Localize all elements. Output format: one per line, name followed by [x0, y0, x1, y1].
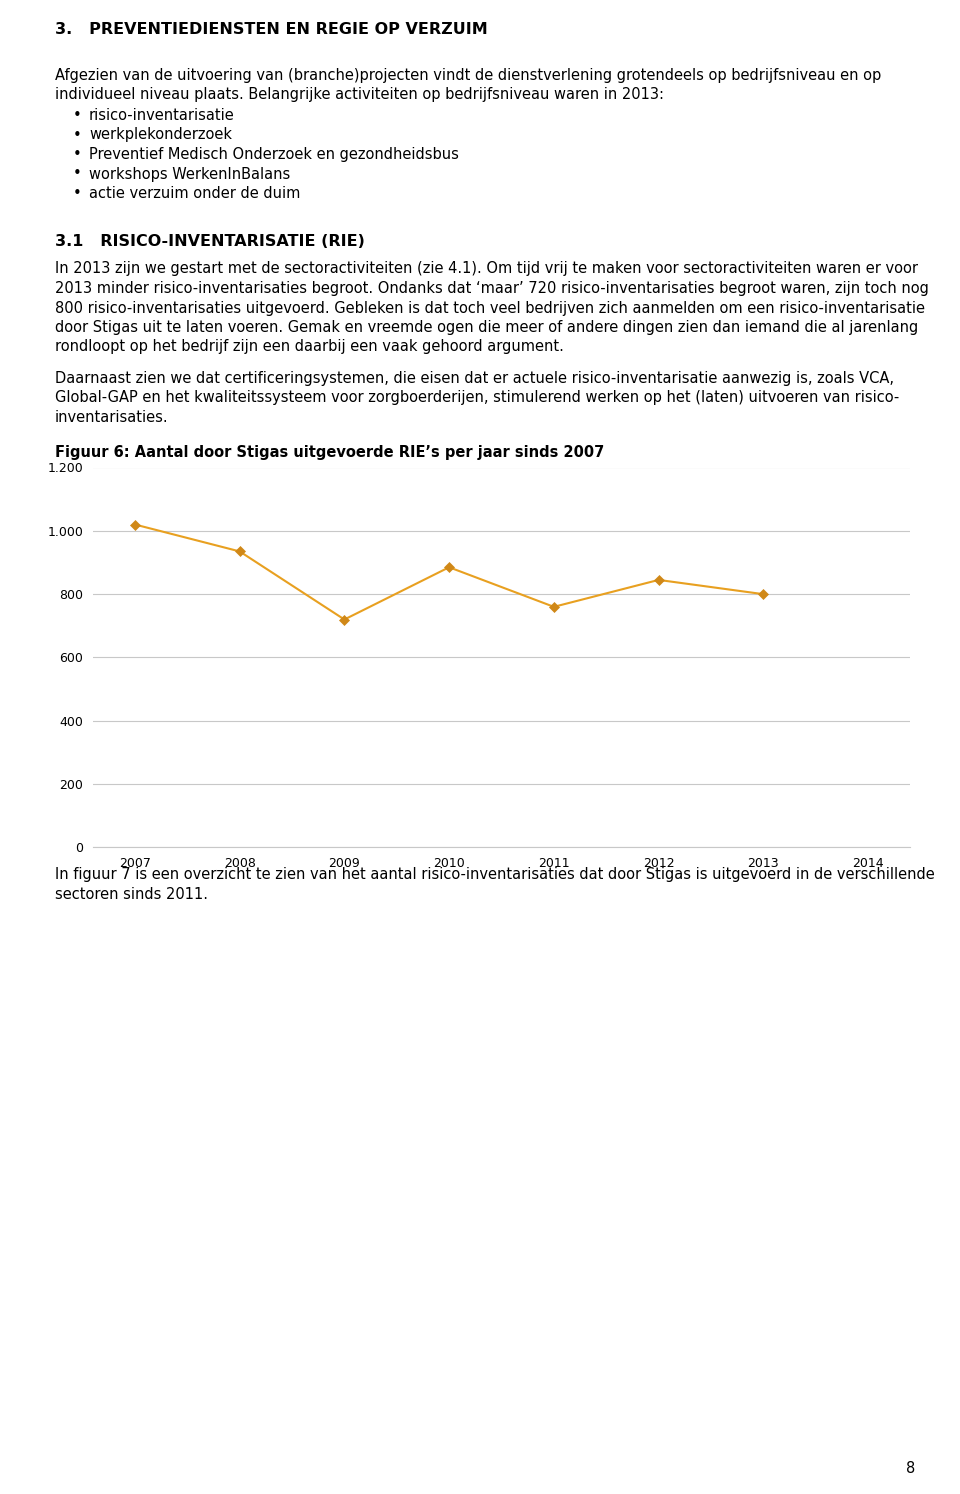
Text: Figuur 6: Aantal door Stigas uitgevoerde RIE’s per jaar sinds 2007: Figuur 6: Aantal door Stigas uitgevoerde… [55, 445, 604, 460]
Text: actie verzuim onder de duim: actie verzuim onder de duim [89, 185, 300, 202]
Text: •: • [73, 108, 82, 123]
Text: Daarnaast zien we dat certificeringsystemen, die eisen dat er actuele risico-inv: Daarnaast zien we dat certificeringsyste… [55, 371, 894, 385]
Text: rondloopt op het bedrijf zijn een daarbij een vaak gehoord argument.: rondloopt op het bedrijf zijn een daarbi… [55, 339, 564, 354]
Text: door Stigas uit te laten voeren. Gemak en vreemde ogen die meer of andere dingen: door Stigas uit te laten voeren. Gemak e… [55, 320, 919, 335]
Text: In figuur 7 is een overzicht te zien van het aantal risico-inventarisaties dat d: In figuur 7 is een overzicht te zien van… [55, 868, 935, 883]
Text: •: • [73, 127, 82, 142]
Text: Afgezien van de uitvoering van (branche)projecten vindt de dienstverlening grote: Afgezien van de uitvoering van (branche)… [55, 69, 881, 84]
Text: •: • [73, 166, 82, 181]
Text: individueel niveau plaats. Belangrijke activiteiten op bedrijfsniveau waren in 2: individueel niveau plaats. Belangrijke a… [55, 88, 664, 103]
Text: werkplekonderzoek: werkplekonderzoek [89, 127, 232, 142]
Text: 3.1   RISICO-INVENTARISATIE (RIE): 3.1 RISICO-INVENTARISATIE (RIE) [55, 233, 365, 248]
Text: inventarisaties.: inventarisaties. [55, 409, 169, 424]
Text: In 2013 zijn we gestart met de sectoractiviteiten (zie 4.1). Om tijd vrij te mak: In 2013 zijn we gestart met de sectoract… [55, 261, 918, 276]
Text: 3.   PREVENTIEDIENSTEN EN REGIE OP VERZUIM: 3. PREVENTIEDIENSTEN EN REGIE OP VERZUIM [55, 22, 488, 37]
Text: 800 risico-inventarisaties uitgevoerd. Gebleken is dat toch veel bedrijven zich : 800 risico-inventarisaties uitgevoerd. G… [55, 300, 925, 315]
Text: sectoren sinds 2011.: sectoren sinds 2011. [55, 887, 208, 902]
Text: Preventief Medisch Onderzoek en gezondheidsbus: Preventief Medisch Onderzoek en gezondhe… [89, 146, 459, 161]
Text: •: • [73, 146, 82, 161]
Text: workshops WerkenInBalans: workshops WerkenInBalans [89, 166, 290, 181]
Text: •: • [73, 185, 82, 202]
Text: risico-inventarisatie: risico-inventarisatie [89, 108, 235, 123]
Text: 8: 8 [905, 1461, 915, 1476]
Text: 2013 minder risico-inventarisaties begroot. Ondanks dat ‘maar’ 720 risico-invent: 2013 minder risico-inventarisaties begro… [55, 281, 929, 296]
Text: Global-GAP en het kwaliteitssysteem voor zorgboerderijen, stimulerend werken op : Global-GAP en het kwaliteitssysteem voor… [55, 390, 900, 405]
